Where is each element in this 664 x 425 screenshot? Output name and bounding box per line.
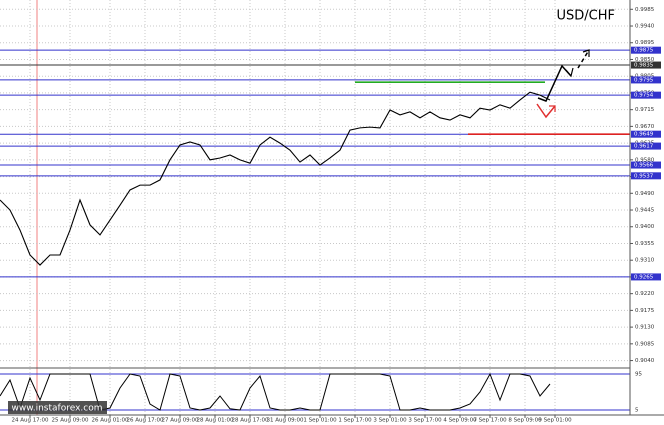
y-tick-label: 0.9040 bbox=[635, 358, 655, 364]
y-tick-label: 0.9445 bbox=[635, 208, 655, 214]
x-tick-label: 27 Aug 09:00 bbox=[161, 418, 199, 424]
x-tick-label: 28 Aug 01:00 bbox=[196, 418, 234, 424]
level-tag bbox=[631, 142, 661, 150]
osc-tick-label: 5 bbox=[635, 408, 639, 414]
y-tick-label: 0.9715 bbox=[635, 107, 655, 113]
level-label: 0.9795 bbox=[634, 77, 654, 83]
level-label: 0.9875 bbox=[634, 48, 654, 54]
oscillator-line bbox=[0, 372, 551, 411]
level-label: 0.9537 bbox=[634, 173, 654, 179]
y-tick-label: 0.9850 bbox=[635, 57, 655, 63]
arrow-head bbox=[582, 49, 590, 57]
level-tag bbox=[631, 61, 661, 69]
y-tick-label: 0.9175 bbox=[635, 308, 655, 314]
x-tick-label: 26 Aug 17:00 bbox=[126, 418, 164, 424]
y-tick-label: 0.9895 bbox=[635, 40, 655, 46]
y-tick-label: 0.9355 bbox=[635, 241, 655, 247]
y-tick-label: 0.9940 bbox=[635, 24, 655, 30]
arrow-head bbox=[549, 105, 556, 112]
x-tick-label: 9 Sep 01:00 bbox=[538, 418, 572, 424]
x-tick-label: 3 Sep 01:00 bbox=[373, 418, 407, 424]
level-tag bbox=[631, 161, 661, 169]
forecast-arrow-dashed bbox=[577, 49, 590, 69]
y-tick-label: 0.9130 bbox=[635, 325, 655, 331]
level-tag bbox=[631, 172, 661, 180]
x-tick-label: 4 Sep 09:00 bbox=[443, 418, 477, 424]
x-tick-label: 31 Aug 09:00 bbox=[266, 418, 304, 424]
level-label: 0.9265 bbox=[634, 274, 654, 280]
level-label: 0.9835 bbox=[634, 63, 654, 69]
level-label: 0.9617 bbox=[634, 144, 654, 150]
y-tick-label: 0.9670 bbox=[635, 124, 655, 130]
chart-title: USD/CHF bbox=[557, 9, 616, 24]
arrow-head bbox=[565, 67, 574, 78]
level-label: 0.9754 bbox=[634, 93, 654, 99]
plot bbox=[0, 49, 630, 411]
level-tag bbox=[631, 130, 661, 138]
watermark-box bbox=[8, 401, 107, 414]
y-tick-label: 0.9085 bbox=[635, 341, 655, 347]
x-tick-label: 25 Aug 09:00 bbox=[51, 418, 89, 424]
y-tick-label: 0.9490 bbox=[635, 191, 655, 197]
y-tick-label: 0.9220 bbox=[635, 291, 655, 297]
level-label: 0.9566 bbox=[634, 163, 654, 169]
x-tick-label: 3 Sep 17:00 bbox=[408, 418, 442, 424]
x-tick-label: 8 Sep 09:00 bbox=[508, 418, 542, 424]
level-tag bbox=[631, 273, 661, 281]
y-tick-label: 0.9985 bbox=[635, 7, 655, 13]
level-tag bbox=[631, 76, 661, 84]
x-tick-label: 1 Sep 01:00 bbox=[303, 418, 337, 424]
y-tick-label: 0.9580 bbox=[635, 157, 655, 163]
x-tick-label: 7 Sep 17:00 bbox=[473, 418, 507, 424]
y-tick-label: 0.9310 bbox=[635, 258, 655, 264]
y-tick-label: 0.9400 bbox=[635, 224, 655, 230]
alt-arrow bbox=[536, 103, 556, 119]
level-tag bbox=[631, 91, 661, 99]
x-tick-label: 26 Aug 01:00 bbox=[91, 418, 129, 424]
level-tag bbox=[631, 46, 661, 54]
x-tick-label: 1 Sep 17:00 bbox=[338, 418, 372, 424]
watermark: www.instaforex.com bbox=[11, 404, 102, 414]
level-label: 0.9649 bbox=[634, 132, 654, 138]
price-line bbox=[0, 91, 551, 266]
x-tick-label: 24 Aug 17:00 bbox=[11, 418, 49, 424]
x-tick-label: 28 Aug 17:00 bbox=[231, 418, 269, 424]
osc-tick-label: 95 bbox=[635, 372, 642, 378]
